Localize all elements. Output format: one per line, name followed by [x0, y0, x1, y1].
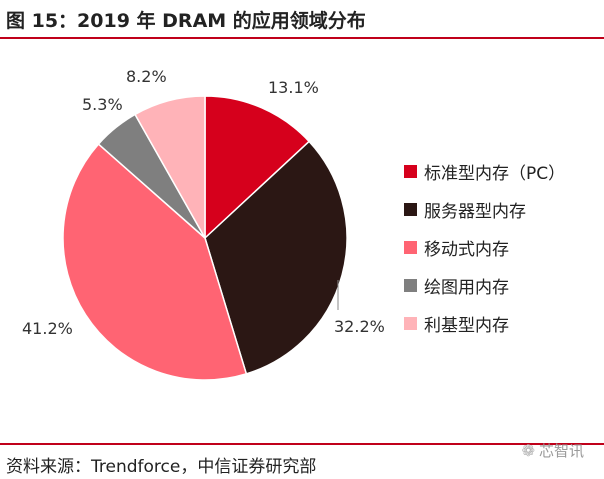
- legend-label: 利基型内存: [424, 315, 509, 336]
- legend-item: 移动式内存: [404, 228, 565, 266]
- legend-swatch: [404, 164, 417, 178]
- pie-slice: [134, 95, 206, 241]
- legend-label: 标准型内存（PC）: [424, 163, 566, 184]
- legend-label: 服务器型内存: [424, 201, 526, 222]
- legend-item: 服务器型内存: [404, 190, 565, 228]
- data-label: 32.2%: [334, 317, 385, 336]
- legend-label: 绘图用内存: [424, 277, 509, 298]
- pie-slice: [204, 140, 348, 375]
- source-divider: [0, 443, 604, 445]
- legend-swatch: [404, 240, 417, 254]
- wechat-icon: ❁: [521, 441, 535, 460]
- watermark-text: 芯智讯: [538, 442, 584, 460]
- legend-item: 绘图用内存: [404, 266, 565, 304]
- source-note: 资料来源：Trendforce，中信证券研究部: [6, 457, 317, 477]
- data-label: 5.3%: [82, 95, 123, 114]
- legend-item: 利基型内存: [404, 304, 565, 342]
- legend: 标准型内存（PC） 服务器型内存 移动式内存绘图用内存利基型内存: [404, 152, 565, 342]
- legend-swatch: [404, 278, 417, 292]
- watermark: ❁ 芯智讯: [522, 440, 584, 461]
- data-label: 41.2%: [22, 319, 73, 338]
- pie-slice: [204, 95, 311, 240]
- title-divider: [0, 37, 604, 39]
- legend-label: 移动式内存: [424, 239, 509, 260]
- data-label: 8.2%: [126, 67, 167, 86]
- legend-item: 标准型内存（PC）: [404, 152, 565, 190]
- pie-chart: 13.1% 32.2% 41.2% 5.3%8.2%: [22, 67, 385, 381]
- legend-swatch: [404, 202, 417, 216]
- data-label: 13.1%: [268, 78, 319, 97]
- pie-slice: [62, 143, 248, 381]
- legend-swatch: [404, 316, 417, 330]
- chart-title: 图 15：2019 年 DRAM 的应用领域分布: [6, 10, 366, 32]
